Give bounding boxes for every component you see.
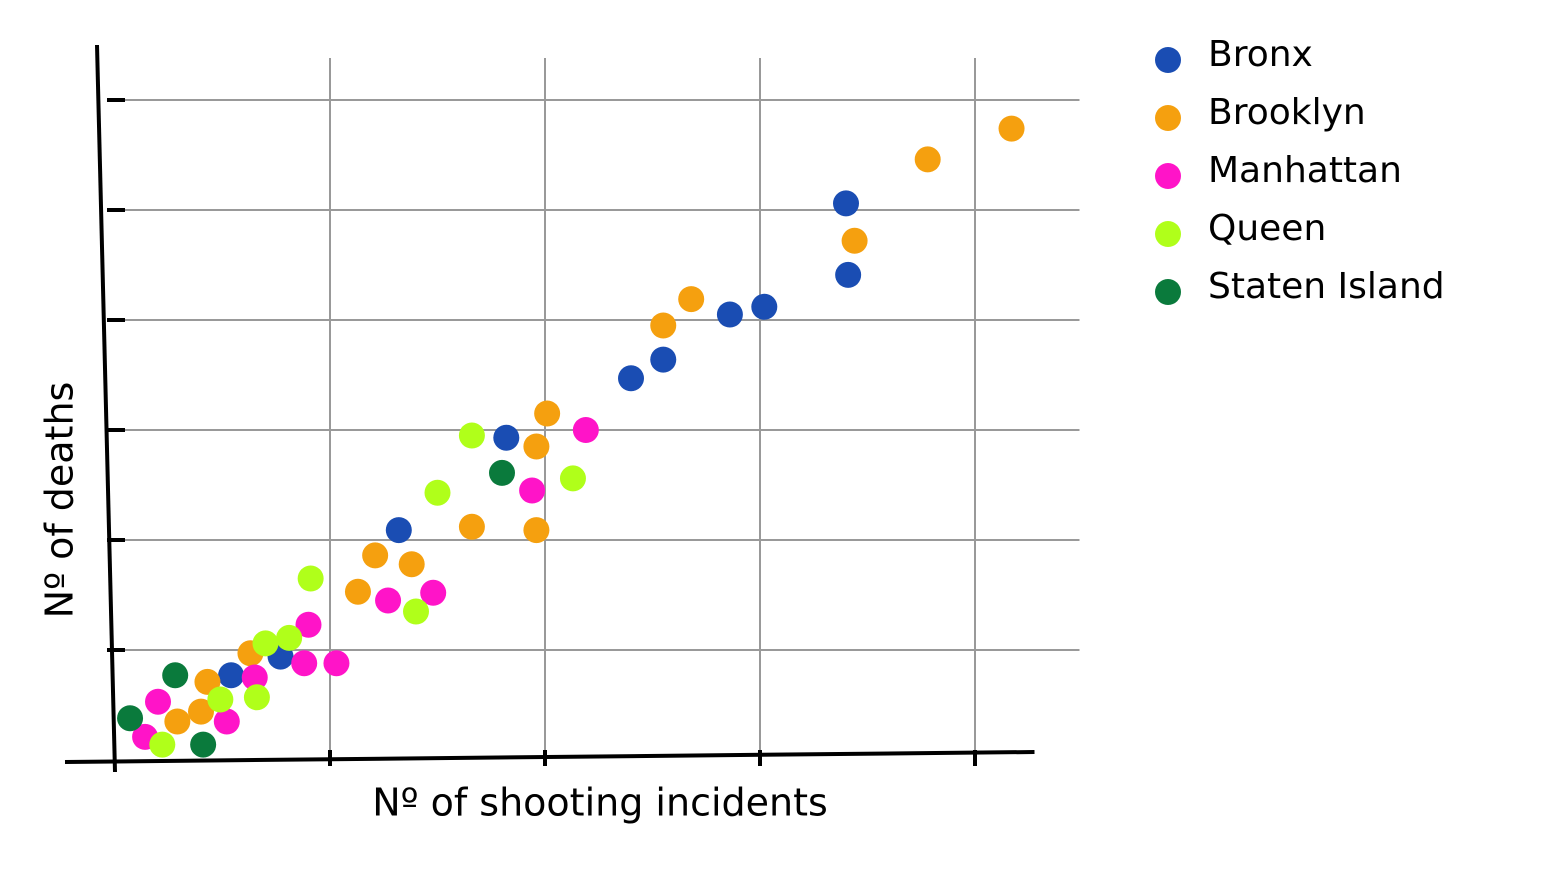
point [375, 587, 402, 614]
point [295, 611, 322, 638]
legend-marker [1155, 105, 1181, 131]
point [188, 698, 214, 725]
point [385, 517, 412, 544]
point [559, 465, 586, 492]
point [489, 459, 515, 486]
point [650, 346, 677, 373]
point [162, 662, 189, 689]
point [291, 650, 318, 677]
point [751, 293, 778, 320]
point [523, 517, 550, 544]
legend-marker [1155, 47, 1181, 73]
point [164, 708, 191, 735]
point [678, 286, 705, 313]
point [207, 686, 234, 713]
point [218, 662, 245, 689]
point [241, 664, 268, 691]
point [243, 684, 270, 711]
point [618, 365, 644, 392]
point [252, 630, 279, 657]
point [276, 624, 303, 651]
legend-marker [1155, 163, 1181, 189]
point [835, 261, 862, 288]
point [190, 731, 217, 758]
point [323, 650, 350, 677]
point [493, 424, 520, 451]
x-axis-label: Nº of shooting incidents [372, 781, 828, 825]
point [650, 312, 677, 339]
point [149, 731, 176, 758]
point [998, 115, 1025, 142]
point [572, 417, 599, 443]
point [523, 433, 550, 460]
point [458, 513, 485, 540]
legend-label: Staten Island [1208, 266, 1445, 307]
legend-marker [1155, 221, 1181, 247]
point [424, 479, 451, 506]
y-axis-label: Nº of deaths [38, 382, 82, 619]
legend-label: Queen [1208, 208, 1326, 249]
point [403, 598, 429, 625]
y-axis [95, 44, 117, 773]
x-axis [64, 750, 1035, 764]
point [458, 422, 485, 449]
point [534, 400, 561, 427]
point [420, 579, 447, 606]
legend-label: Manhattan [1208, 150, 1402, 191]
point [117, 705, 144, 732]
point [145, 688, 171, 715]
point [362, 542, 389, 569]
legend-marker [1155, 279, 1181, 305]
point [344, 578, 371, 605]
point [833, 190, 859, 217]
legend-label: Bronx [1208, 34, 1313, 75]
point [716, 301, 743, 328]
point [519, 477, 546, 504]
point [841, 227, 868, 254]
point [398, 551, 425, 578]
point [914, 146, 941, 173]
point [297, 565, 324, 592]
legend-label: Brooklyn [1208, 92, 1366, 133]
point [213, 708, 240, 735]
